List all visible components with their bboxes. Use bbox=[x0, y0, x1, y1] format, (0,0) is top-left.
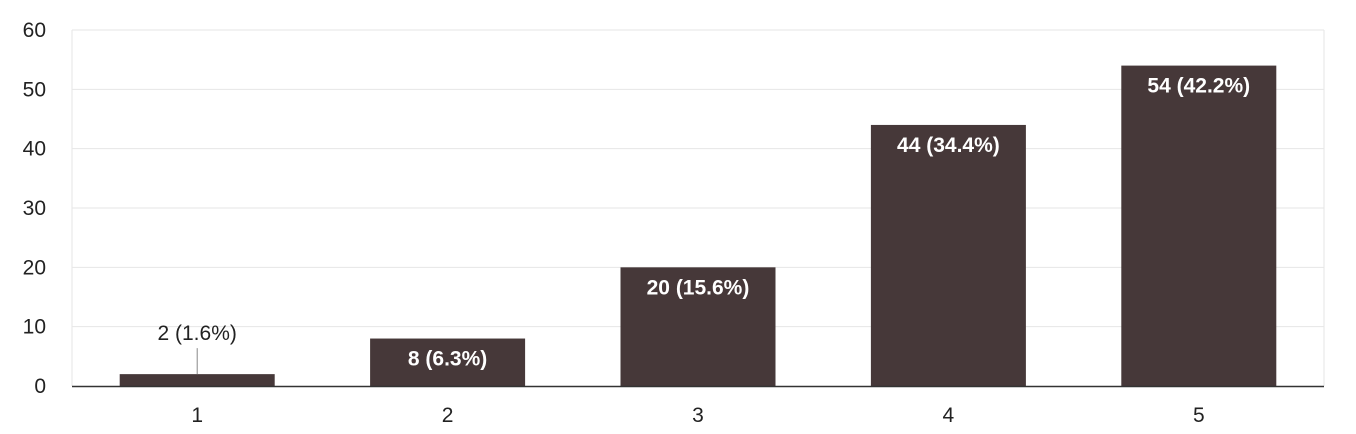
bar bbox=[1121, 65, 1277, 386]
y-tick-label: 50 bbox=[23, 78, 46, 101]
bar bbox=[370, 338, 526, 386]
bar-data-label: 20 (15.6%) bbox=[647, 276, 750, 299]
x-tick-label: 2 bbox=[442, 404, 454, 427]
bar-data-label: 44 (34.4%) bbox=[897, 134, 1000, 157]
bar-data-label: 2 (1.6%) bbox=[158, 322, 237, 345]
y-tick-label: 30 bbox=[23, 197, 46, 220]
gridlines bbox=[71, 29, 1325, 386]
bar-data-label: 54 (42.2%) bbox=[1147, 75, 1250, 98]
y-tick-label: 60 bbox=[23, 19, 46, 42]
x-axis-ticks: 1 2 3 4 5 bbox=[191, 404, 1204, 427]
x-tick-label: 1 bbox=[191, 404, 203, 427]
bars: 2 (1.6%) 8 (6.3%) 20 (15.6%) 44 (34.4%) 54 (… bbox=[119, 65, 1277, 386]
y-tick-label: 20 bbox=[23, 256, 46, 279]
y-tick-label: 40 bbox=[23, 138, 46, 161]
bar bbox=[620, 267, 776, 386]
y-tick-label: 10 bbox=[23, 316, 46, 339]
y-axis-ticks: 0 10 20 30 40 50 60 bbox=[23, 19, 46, 398]
bar-data-label: 8 (6.3%) bbox=[408, 348, 487, 371]
y-tick-label: 0 bbox=[34, 375, 46, 398]
bar bbox=[870, 124, 1026, 386]
x-tick-label: 3 bbox=[692, 404, 704, 427]
bar bbox=[119, 374, 275, 386]
x-tick-label: 5 bbox=[1193, 404, 1205, 427]
x-tick-label: 4 bbox=[943, 404, 955, 427]
